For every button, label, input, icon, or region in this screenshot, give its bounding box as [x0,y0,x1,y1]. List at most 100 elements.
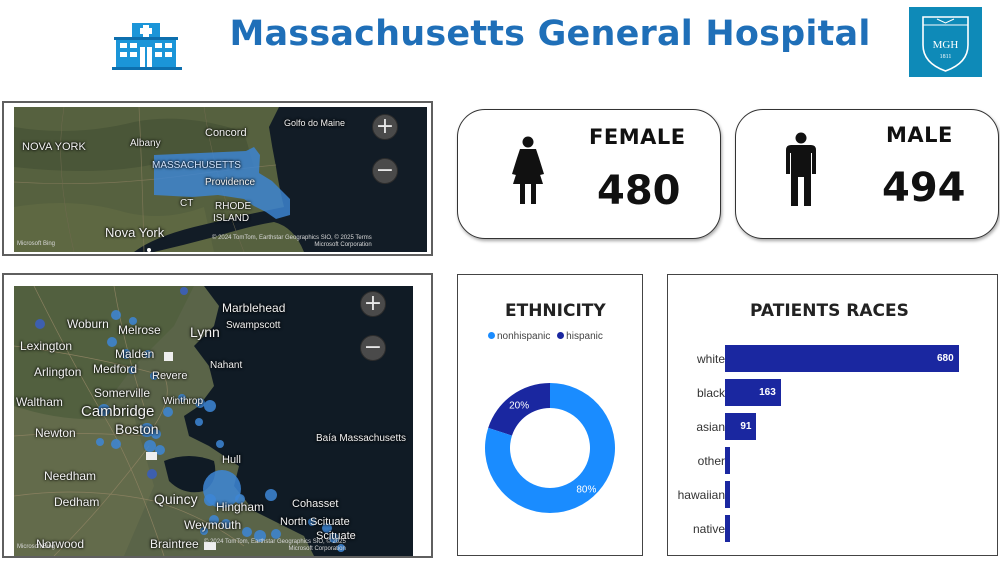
page-title: Massachusetts General Hospital [229,14,871,54]
races-card: PATIENTS RACES white 680 black 163 asian 91 ot… [667,274,998,556]
mgh-logo: MGH 1811 [909,7,982,77]
ethnicity-legend: nonhispanic hispanic [488,331,607,342]
legend-dot [488,332,495,339]
legend-item-nonhispanic[interactable]: nonhispanic [488,331,550,342]
terms-link[interactable]: Terms [355,235,372,241]
races-title: PATIENTS RACES [750,301,909,321]
race-value-white: 680 [937,353,954,364]
zoom-in-button[interactable]: + [360,291,386,317]
race-bar-asian[interactable] [725,413,757,440]
race-label-white: white [696,352,725,366]
map-label-hull: Hull [222,454,241,466]
copyright-line-1: © 2024 TomTom, Earthstar Geographics SIO… [204,539,346,545]
map-label-lexington: Lexington [20,339,73,353]
map-label-golfo-do-maine: Golfo do Maine [284,118,346,128]
map-label-concord: Concord [205,127,247,139]
map-label-revere: Revere [152,370,188,382]
map-label-arlington: Arlington [34,365,82,379]
map-label-nova-york-city: Nova York [105,225,165,240]
bing-logo[interactable]: Microsoft Bing [17,241,56,247]
map-label-melrose: Melrose [118,323,161,337]
ethnicity-title: ETHNICITY [505,301,606,321]
map-copyright: © 2024 TomTom, Earthstar Geographics SIO… [212,235,372,249]
bing-logo[interactable]: Microsoft Bing [17,544,56,550]
map-label-waltham: Waltham [16,395,63,409]
legend-label: hispanic [566,331,603,342]
map-label-newton: Newton [35,426,76,440]
race-label-native: native [692,522,725,536]
map-label-somerville: Somerville [94,386,151,400]
race-bar-white[interactable] [725,345,959,372]
race-label-other: other [697,454,725,468]
map-label-hingham: Hingham [216,500,265,514]
map-label-braintree: Braintree [150,537,199,551]
map-label-albany: Albany [130,138,161,149]
legend-item-hispanic[interactable]: hispanic [557,331,603,342]
map-label-massachusetts: MASSACHUSETTS [152,160,241,171]
map-label-weymouth: Weymouth [184,518,242,532]
male-card: MALE 494 [735,109,999,239]
female-label: FEMALE [589,125,686,149]
copyright-line-2: Microsoft Corporation [288,546,346,552]
female-card: FEMALE 480 [457,109,721,239]
race-bar-hawaiian[interactable] [725,481,730,508]
map-label-ct: CT [180,198,194,209]
race-bar-native[interactable] [725,515,730,542]
map-label-scituate: Scituate [316,530,356,542]
female-icon [510,136,546,210]
logo-year: 1811 [940,54,952,60]
map-label-cohasset: Cohasset [292,498,339,510]
donut-slice-nonhispanic[interactable] [485,383,615,513]
race-bar-black[interactable] [725,379,782,406]
male-icon [783,132,819,212]
city-map[interactable]: Marblehead Woburn Swampscott Melrose Lyn… [14,286,413,556]
ethnicity-donut-chart[interactable]: 20% 80% [458,371,644,551]
logo-text: MGH [933,39,959,51]
map-label-island: ISLAND [213,213,250,224]
map-label-norwood: Norwood [36,537,85,551]
copyright-line-2: Microsoft Corporation [314,242,372,248]
zoom-in-button[interactable]: + [372,114,398,140]
male-label: MALE [886,123,953,147]
donut-slice-hispanic[interactable] [488,383,550,436]
map-label-rhode: RHODE [215,201,252,212]
map-label-winthrop: Winthrop [163,396,204,407]
copyright-line-1: © 2024 TomTom, Earthstar Geographics SIO… [212,235,354,241]
map-label-nova-york-state: NOVA YORK [22,141,86,153]
ethnicity-card: ETHNICITY nonhispanic hispanic 20% 80% [457,274,643,556]
race-label-black: black [696,386,725,400]
donut-label-nonhispanic: 80% [576,484,596,495]
race-label-hawaiian: hawaiian [677,488,725,502]
map-label-lynn: Lynn [190,324,220,340]
zoom-out-button[interactable]: − [372,158,398,184]
race-label-asian: asian [696,420,725,434]
map-label-nahant: Nahant [210,360,243,371]
map-label-quincy: Quincy [154,491,198,507]
map-label-swampscott: Swampscott [226,320,281,331]
female-count: 480 [597,168,681,214]
map-label-baia-massachusetts: Baía Massachusetts [316,433,407,444]
map-label-providence: Providence [205,177,256,188]
map-label-dedham: Dedham [54,495,100,509]
map-label-malden: Malden [115,347,155,361]
map-label-medford: Medford [93,362,138,376]
map-label-boston: Boston [115,421,159,437]
state-map[interactable]: NOVA YORK Albany Concord Golfo do Maine … [14,107,427,252]
donut-label-hispanic: 20% [509,401,529,412]
male-count: 494 [882,165,966,211]
hospital-icon [112,20,182,70]
zoom-out-button[interactable]: − [360,335,386,361]
race-value-asian: 91 [740,421,752,432]
map-label-woburn: Woburn [67,317,109,331]
state-map-panel: NOVA YORK Albany Concord Golfo do Maine … [2,101,433,256]
city-map-panel: Marblehead Woburn Swampscott Melrose Lyn… [2,273,433,558]
legend-label: nonhispanic [497,331,551,342]
legend-dot [557,332,565,339]
map-label-north-scituate: North Scituate [280,516,350,528]
map-copyright: © 2024 TomTom, Earthstar Geographics SIO… [204,539,346,553]
race-value-black: 163 [759,387,776,398]
race-bar-other[interactable] [725,447,730,474]
map-label-marblehead: Marblehead [222,301,286,315]
map-label-needham: Needham [44,469,97,483]
map-label-cambridge: Cambridge [81,403,155,420]
